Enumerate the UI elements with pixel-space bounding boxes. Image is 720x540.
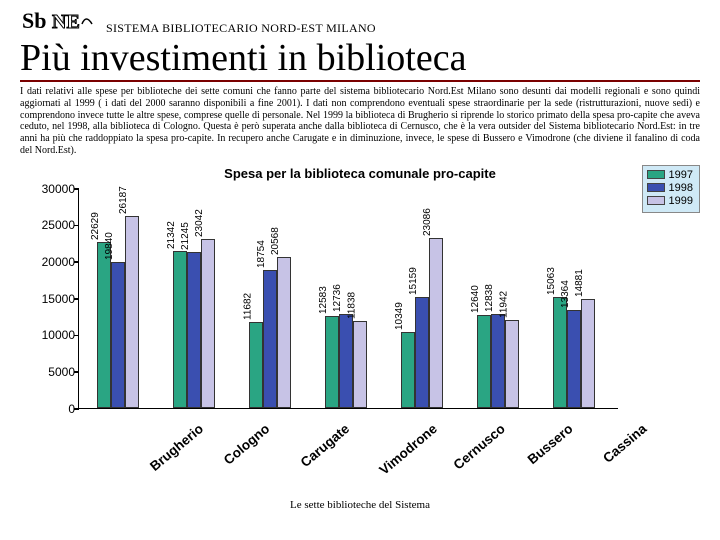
- svg-text:NE: NE: [52, 11, 80, 33]
- xaxis-caption: Le sette biblioteche del Sistema: [20, 499, 700, 511]
- subtitle: SISTEMA BIBLIOTECARIO NORD-EST MILANO: [106, 21, 376, 36]
- xaxis-category-label: Bussero: [525, 421, 576, 467]
- bar: 18754: [263, 270, 277, 408]
- ytick-label: 5000: [25, 365, 75, 379]
- title-row: Più investimenti in biblioteca: [20, 36, 700, 82]
- xaxis-category-label: Cassina: [600, 421, 649, 466]
- ytick-label: 15000: [25, 292, 75, 306]
- bar-value-label: 20568: [270, 227, 281, 255]
- bar-value-label: 18754: [256, 240, 267, 268]
- logo: Sb NE: [20, 6, 98, 36]
- ytick-label: 30000: [25, 182, 75, 196]
- xaxis-category-label: Carugate: [298, 421, 352, 470]
- header: Sb NE SISTEMA BIBLIOTECARIO NORD-EST MIL…: [20, 6, 700, 36]
- bar: 23086: [429, 238, 443, 407]
- bar: 21342: [173, 251, 187, 408]
- bar-value-label: 11838: [346, 292, 357, 319]
- bar-value-label: 12736: [332, 285, 343, 313]
- bar-value-label: 23086: [422, 209, 433, 237]
- ytick-label: 25000: [25, 218, 75, 232]
- bar-value-label: 15159: [408, 267, 419, 295]
- bar: 20568: [277, 257, 291, 408]
- bar: 21245: [187, 252, 201, 408]
- bar-value-label: 13364: [560, 280, 571, 308]
- bar: 12838: [491, 314, 505, 408]
- page-title: Più investimenti in biblioteca: [20, 36, 700, 80]
- legend-item: 1997: [647, 169, 693, 181]
- bar-value-label: 15063: [546, 268, 557, 296]
- bar-value-label: 21342: [166, 221, 177, 249]
- bar: 15159: [415, 297, 429, 408]
- bar-value-label: 14881: [574, 269, 585, 297]
- xaxis-category-label: Cologno: [221, 421, 273, 468]
- ytick-label: 20000: [25, 255, 75, 269]
- bar-value-label: 23042: [194, 209, 205, 237]
- chart-legend: 199719981999: [642, 165, 700, 213]
- bar-group: 125831273611838: [325, 314, 367, 407]
- bar-group: 103491515923086: [401, 238, 443, 407]
- bar-value-label: 12838: [484, 284, 495, 312]
- xaxis-category-label: Cernusco: [451, 421, 508, 473]
- bar: 11838: [353, 321, 367, 408]
- bar: 10349: [401, 332, 415, 408]
- bar-value-label: 12640: [470, 285, 481, 313]
- bar-value-label: 19840: [104, 232, 115, 260]
- bar: 23042: [201, 239, 215, 408]
- xaxis-category-label: Vimodrone: [376, 421, 439, 478]
- bar: 12640: [477, 315, 491, 408]
- bar: 19840: [111, 262, 125, 407]
- bar-group: 116821875420568: [249, 257, 291, 408]
- bar-group: 213422124523042: [173, 239, 215, 408]
- bar-value-label: 10349: [394, 302, 405, 330]
- bar-value-label: 21245: [180, 222, 191, 250]
- bar: 14881: [581, 299, 595, 408]
- body-paragraph: I dati relativi alle spese per bibliotec…: [20, 86, 700, 157]
- legend-item: 1999: [647, 195, 693, 207]
- bar-value-label: 26187: [118, 186, 129, 214]
- bar: 11682: [249, 322, 263, 408]
- bar: 13364: [567, 310, 581, 408]
- bar-value-label: 22629: [90, 212, 101, 240]
- bar-value-label: 11682: [242, 293, 253, 320]
- ytick-label: 0: [25, 402, 75, 416]
- bar-group: 150631336414881: [553, 297, 595, 407]
- bar: 26187: [125, 216, 139, 408]
- bar-group: 126401283811942: [477, 314, 519, 408]
- bar: 12736: [339, 314, 353, 407]
- bar: 12583: [325, 316, 339, 408]
- bar: 11942: [505, 320, 519, 408]
- bar: 22629: [97, 242, 111, 408]
- chart-title: Spesa per la biblioteca comunale pro-cap…: [224, 166, 496, 181]
- legend-item: 1998: [647, 182, 693, 194]
- chart-plot: 0500010000150002000025000300002262919840…: [78, 189, 618, 409]
- xaxis-category-label: Brugherio: [147, 421, 206, 474]
- bar-value-label: 11942: [498, 291, 509, 318]
- svg-text:Sb: Sb: [22, 8, 46, 33]
- bar-value-label: 12583: [318, 286, 329, 314]
- chart: Spesa per la biblioteca comunale pro-cap…: [20, 165, 700, 495]
- ytick-label: 10000: [25, 328, 75, 342]
- bar-group: 226291984026187: [97, 216, 139, 408]
- bar: 15063: [553, 297, 567, 407]
